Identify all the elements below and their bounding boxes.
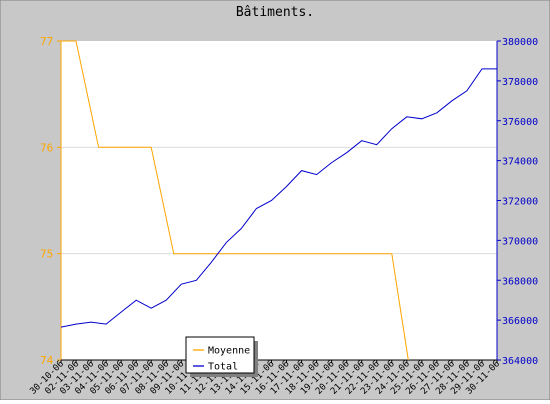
- left-axis-tick-label: 77: [40, 35, 53, 48]
- legend-label-moyenne: Moyenne: [208, 346, 250, 357]
- legend-box: [185, 336, 255, 374]
- left-axis-tick-label: 74: [40, 354, 54, 367]
- plot-area: [61, 41, 497, 360]
- right-axis-tick-label: 366000: [502, 316, 538, 327]
- right-axis-tick-label: 370000: [502, 236, 538, 247]
- right-axis-tick-label: 372000: [502, 197, 538, 208]
- legend-label-total: Total: [208, 362, 238, 373]
- axis-layer: 74 75 76 77 364000 366000 368000 370000 372000 37…: [28, 35, 538, 397]
- left-axis-tick-label: 75: [40, 248, 53, 261]
- right-axis-tick-label: 374000: [502, 157, 538, 168]
- right-axis-tick-label: 376000: [502, 117, 538, 128]
- series-line-total: [60, 68, 497, 328]
- right-axis-tick-label: 380000: [502, 37, 538, 48]
- left-axis-tick-label: 76: [40, 141, 53, 154]
- series-line-moyenne: [61, 40, 409, 361]
- right-axis-tick-label: 378000: [502, 77, 538, 88]
- legend: Moyenne Total: [185, 336, 258, 377]
- series-layer: [60, 40, 497, 361]
- chart-title: Bâtiments.: [236, 5, 314, 20]
- right-axis-tick-label: 364000: [502, 356, 538, 367]
- right-axis-tick-label: 368000: [502, 276, 538, 287]
